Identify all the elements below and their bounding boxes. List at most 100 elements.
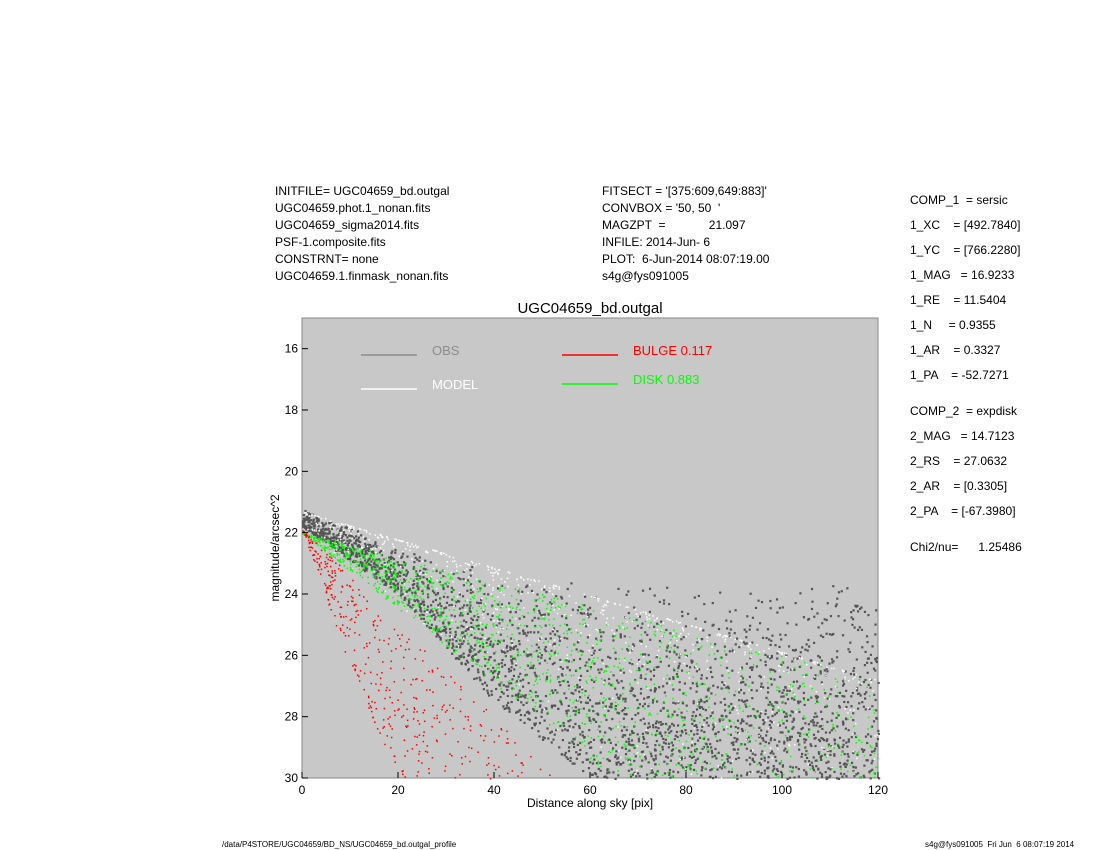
data-point bbox=[662, 707, 665, 710]
data-point bbox=[428, 670, 430, 673]
data-point bbox=[545, 607, 548, 610]
data-point bbox=[770, 656, 773, 659]
data-point bbox=[440, 553, 443, 556]
data-point bbox=[641, 705, 645, 708]
data-point bbox=[335, 523, 338, 526]
data-point bbox=[549, 632, 552, 635]
data-point bbox=[568, 688, 570, 691]
data-point bbox=[763, 721, 766, 724]
data-point bbox=[685, 635, 687, 638]
data-point bbox=[552, 738, 555, 741]
data-point bbox=[863, 693, 866, 696]
parameter-line: 1_RE = 11.5404 bbox=[910, 293, 1007, 307]
data-point bbox=[689, 763, 692, 767]
data-point bbox=[624, 616, 627, 619]
data-point bbox=[439, 584, 442, 586]
data-point bbox=[388, 577, 391, 580]
data-point bbox=[682, 692, 685, 695]
data-point bbox=[856, 753, 859, 756]
data-point bbox=[627, 707, 630, 709]
data-point bbox=[539, 625, 541, 627]
data-point bbox=[328, 522, 331, 525]
data-point bbox=[756, 763, 759, 766]
data-point bbox=[412, 567, 415, 570]
data-point bbox=[695, 682, 698, 685]
data-point bbox=[728, 691, 731, 694]
data-point bbox=[517, 627, 520, 630]
data-point bbox=[700, 645, 703, 648]
data-point bbox=[780, 638, 783, 641]
data-point bbox=[374, 542, 377, 546]
data-point bbox=[545, 707, 548, 710]
data-point bbox=[474, 644, 477, 647]
data-point bbox=[588, 658, 591, 661]
data-point bbox=[850, 611, 853, 614]
data-point bbox=[690, 737, 693, 740]
data-point bbox=[340, 548, 342, 551]
data-point bbox=[364, 555, 366, 558]
data-point bbox=[874, 698, 877, 702]
data-point bbox=[766, 628, 770, 631]
data-point bbox=[801, 726, 804, 730]
data-point bbox=[386, 595, 388, 598]
data-point bbox=[703, 701, 706, 704]
data-point bbox=[645, 742, 648, 745]
data-point bbox=[384, 697, 386, 700]
data-point bbox=[459, 646, 462, 649]
data-point bbox=[555, 654, 557, 656]
data-point bbox=[310, 539, 312, 541]
data-point bbox=[748, 735, 750, 737]
data-point bbox=[636, 752, 639, 754]
data-point bbox=[788, 689, 791, 692]
data-point bbox=[830, 719, 833, 722]
data-point bbox=[331, 523, 333, 525]
data-point bbox=[608, 683, 611, 686]
data-point bbox=[681, 626, 684, 629]
y-tick-label: 30 bbox=[285, 771, 299, 785]
data-point bbox=[711, 624, 714, 627]
data-point bbox=[443, 610, 445, 612]
data-point bbox=[466, 579, 470, 582]
data-point bbox=[353, 542, 356, 545]
data-point bbox=[375, 577, 378, 580]
data-point bbox=[533, 611, 536, 613]
data-point bbox=[615, 629, 618, 632]
data-point bbox=[649, 678, 653, 681]
data-point bbox=[445, 584, 448, 587]
data-point bbox=[514, 694, 518, 697]
data-point bbox=[739, 744, 742, 746]
data-point bbox=[638, 615, 641, 618]
data-point bbox=[769, 737, 773, 740]
data-point bbox=[597, 763, 600, 765]
data-point bbox=[359, 563, 362, 566]
header-line: PSF-1.composite.fits bbox=[275, 235, 386, 249]
data-point bbox=[530, 653, 533, 656]
data-point bbox=[497, 569, 500, 571]
data-point bbox=[485, 641, 488, 644]
header-line: PLOT: 6-Jun-2014 08:07:19.00 bbox=[602, 252, 770, 266]
data-point bbox=[389, 564, 393, 567]
data-point bbox=[863, 664, 867, 667]
data-point bbox=[623, 635, 626, 638]
data-point bbox=[539, 704, 542, 707]
data-point bbox=[869, 753, 872, 757]
data-point bbox=[852, 770, 855, 773]
data-point bbox=[370, 553, 372, 556]
data-point bbox=[764, 653, 767, 657]
data-point bbox=[506, 644, 509, 648]
data-point bbox=[416, 558, 419, 561]
data-point bbox=[702, 737, 706, 740]
data-point bbox=[451, 598, 454, 601]
data-point bbox=[420, 602, 423, 605]
data-point bbox=[760, 753, 763, 756]
data-point bbox=[853, 775, 856, 778]
data-point bbox=[498, 735, 500, 737]
data-point bbox=[791, 766, 795, 769]
data-point bbox=[540, 715, 543, 718]
data-point bbox=[721, 754, 724, 757]
data-point bbox=[869, 744, 872, 747]
data-point bbox=[383, 566, 385, 568]
data-point bbox=[377, 546, 380, 548]
data-point bbox=[871, 645, 874, 648]
data-point bbox=[485, 708, 488, 711]
